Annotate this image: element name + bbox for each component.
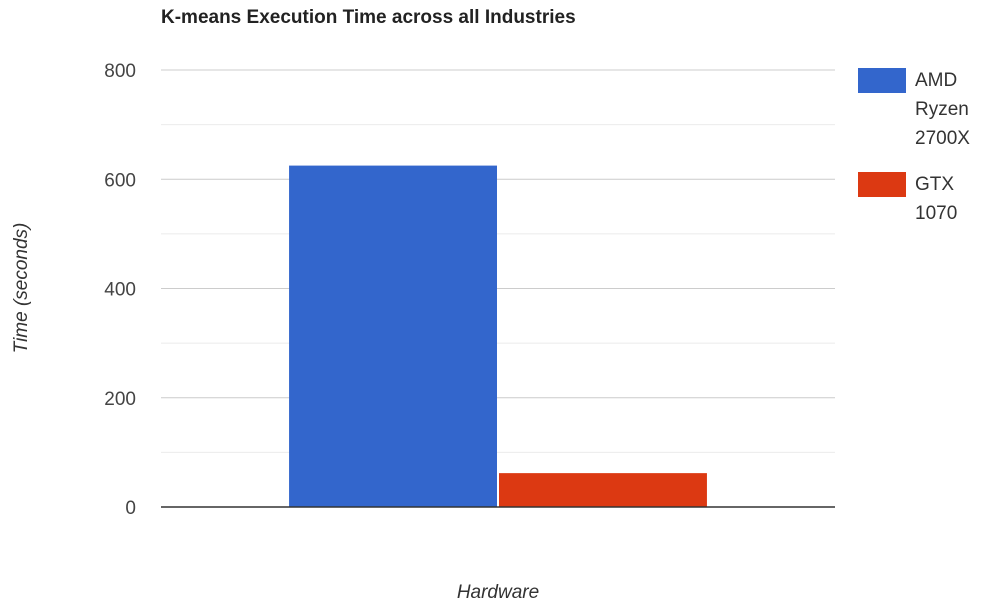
y-axis-ticks: 0 200 400 600 800 [104, 61, 136, 519]
legend-item-gtx-1070: GTX 1070 [858, 172, 957, 224]
y-axis-title: Time (seconds) [11, 223, 32, 354]
y-tick-label: 600 [104, 170, 136, 191]
legend-item-amd-ryzen-2700x: AMD Ryzen 2700X [858, 68, 970, 149]
bars [289, 165, 707, 507]
legend-label: GTX 1070 [915, 174, 957, 224]
bar-amd-ryzen-2700x [289, 165, 497, 507]
gridlines [161, 69, 835, 453]
y-tick-label: 800 [104, 61, 136, 82]
legend-label: AMD Ryzen 2700X [915, 70, 970, 149]
x-axis-title: Hardware [457, 582, 539, 603]
legend-swatch [858, 172, 906, 197]
y-tick-label: 0 [125, 498, 136, 519]
bar-gtx-1070 [499, 473, 707, 507]
legend: AMD Ryzen 2700X GTX 1070 [858, 68, 970, 224]
chart-title: K-means Execution Time across all Indust… [161, 7, 576, 28]
y-tick-label: 200 [104, 389, 136, 410]
y-tick-label: 400 [104, 280, 136, 301]
legend-swatch [858, 68, 906, 93]
